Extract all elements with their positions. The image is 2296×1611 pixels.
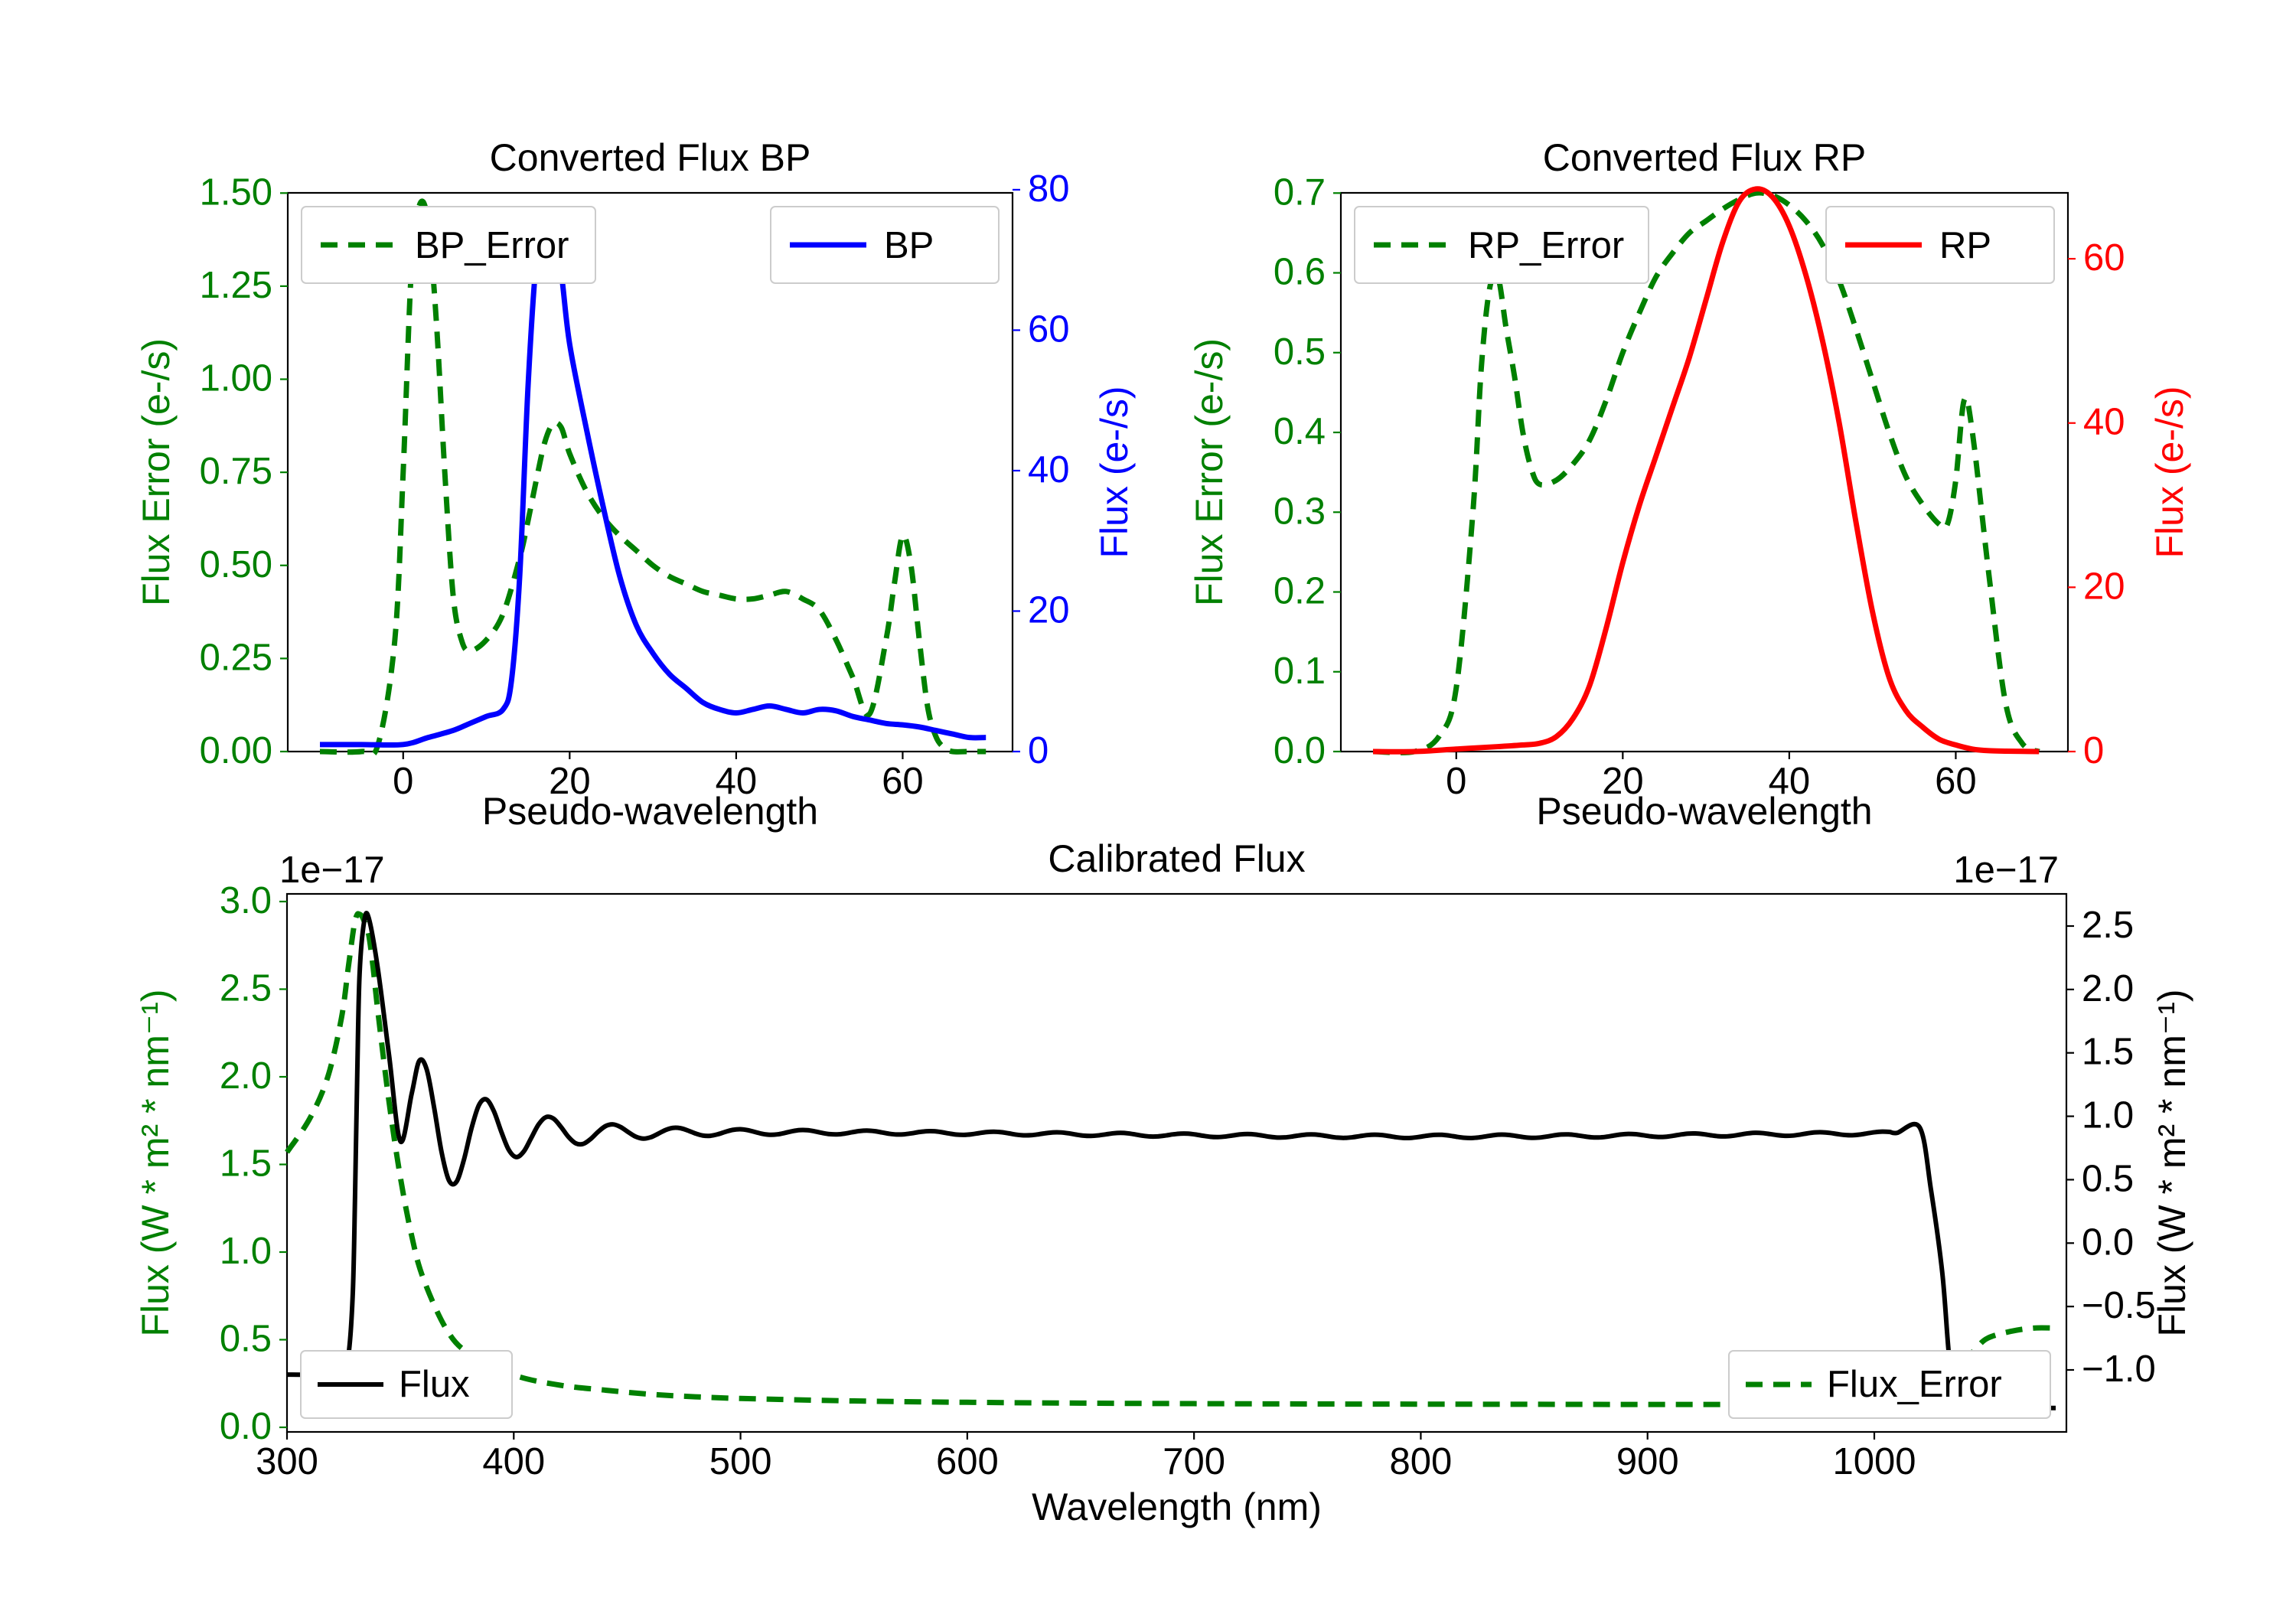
svg-text:0.00: 0.00: [200, 730, 272, 771]
svg-text:0.1: 0.1: [1274, 651, 1326, 692]
svg-text:600: 600: [936, 1441, 999, 1482]
svg-text:0.50: 0.50: [200, 544, 272, 585]
svg-text:Flux (e-/s): Flux (e-/s): [2148, 386, 2191, 559]
svg-text:0.0: 0.0: [220, 1406, 272, 1447]
svg-text:0.5: 0.5: [2082, 1158, 2134, 1199]
svg-text:1.0: 1.0: [2082, 1095, 2134, 1137]
svg-text:RP: RP: [1939, 225, 1991, 266]
svg-text:0.3: 0.3: [1274, 491, 1326, 532]
svg-text:Converted Flux RP: Converted Flux RP: [1543, 136, 1866, 179]
svg-text:0.2: 0.2: [1274, 571, 1326, 612]
svg-text:300: 300: [256, 1441, 318, 1482]
svg-text:1.25: 1.25: [200, 265, 272, 306]
svg-text:Flux Error (e-/s): Flux Error (e-/s): [1188, 338, 1231, 606]
svg-text:1.50: 1.50: [200, 171, 272, 213]
svg-text:2.0: 2.0: [2082, 968, 2134, 1009]
svg-text:0: 0: [393, 761, 413, 802]
svg-text:Flux (W * m² * nm⁻¹): Flux (W * m² * nm⁻¹): [134, 989, 177, 1336]
svg-text:0.0: 0.0: [1274, 730, 1326, 771]
svg-text:Flux Error (e-/s): Flux Error (e-/s): [135, 338, 178, 606]
svg-text:700: 700: [1163, 1441, 1225, 1482]
svg-text:400: 400: [482, 1441, 545, 1482]
svg-text:Converted Flux BP: Converted Flux BP: [490, 136, 811, 179]
svg-text:0.5: 0.5: [1274, 331, 1326, 373]
svg-text:800: 800: [1390, 1441, 1453, 1482]
svg-text:−0.5: −0.5: [2082, 1285, 2156, 1326]
svg-text:0.4: 0.4: [1274, 411, 1326, 452]
svg-text:0: 0: [1446, 761, 1466, 802]
svg-text:1.5: 1.5: [2082, 1032, 2134, 1073]
svg-text:Flux (W * m² * nm⁻¹): Flux (W * m² * nm⁻¹): [2151, 989, 2193, 1336]
svg-text:1e−17: 1e−17: [279, 850, 385, 891]
svg-text:20: 20: [1028, 589, 1070, 631]
svg-text:60: 60: [882, 761, 924, 802]
svg-text:0.7: 0.7: [1274, 171, 1326, 213]
svg-text:80: 80: [1028, 168, 1070, 210]
svg-text:2.0: 2.0: [220, 1055, 272, 1097]
svg-text:900: 900: [1616, 1441, 1679, 1482]
svg-text:40: 40: [1028, 449, 1070, 491]
svg-text:1.5: 1.5: [220, 1143, 272, 1185]
svg-text:0: 0: [2083, 730, 2104, 771]
svg-text:Flux_Error: Flux_Error: [1827, 1364, 2002, 1405]
svg-text:3.0: 3.0: [220, 880, 272, 921]
svg-text:1.0: 1.0: [220, 1231, 272, 1272]
svg-text:60: 60: [1028, 308, 1070, 350]
svg-text:60: 60: [1935, 761, 1977, 802]
svg-text:BP_Error: BP_Error: [415, 225, 569, 266]
svg-text:2.5: 2.5: [2082, 905, 2134, 946]
svg-text:Flux (e-/s): Flux (e-/s): [1093, 386, 1136, 559]
svg-text:1.00: 1.00: [200, 358, 272, 399]
svg-text:Wavelength (nm): Wavelength (nm): [1032, 1485, 1322, 1528]
svg-text:20: 20: [2083, 566, 2125, 607]
svg-text:Pseudo-wavelength: Pseudo-wavelength: [1536, 790, 1872, 833]
svg-text:Pseudo-wavelength: Pseudo-wavelength: [482, 790, 818, 833]
svg-text:500: 500: [709, 1441, 772, 1482]
svg-text:Flux: Flux: [399, 1364, 470, 1405]
svg-text:1000: 1000: [1832, 1441, 1916, 1482]
svg-text:60: 60: [2083, 237, 2125, 279]
svg-text:0.25: 0.25: [200, 637, 272, 678]
svg-text:0.5: 0.5: [220, 1319, 272, 1360]
svg-text:BP: BP: [884, 225, 934, 266]
svg-text:2.5: 2.5: [220, 968, 272, 1009]
svg-text:0.75: 0.75: [200, 451, 272, 492]
svg-text:1e−17: 1e−17: [1953, 850, 2059, 891]
svg-text:−1.0: −1.0: [2082, 1348, 2156, 1390]
svg-text:0.0: 0.0: [2082, 1221, 2134, 1263]
svg-text:Calibrated Flux: Calibrated Flux: [1048, 837, 1305, 880]
svg-text:0.6: 0.6: [1274, 252, 1326, 293]
svg-text:40: 40: [2083, 402, 2125, 443]
svg-text:RP_Error: RP_Error: [1468, 225, 1624, 266]
svg-text:0: 0: [1028, 730, 1049, 771]
